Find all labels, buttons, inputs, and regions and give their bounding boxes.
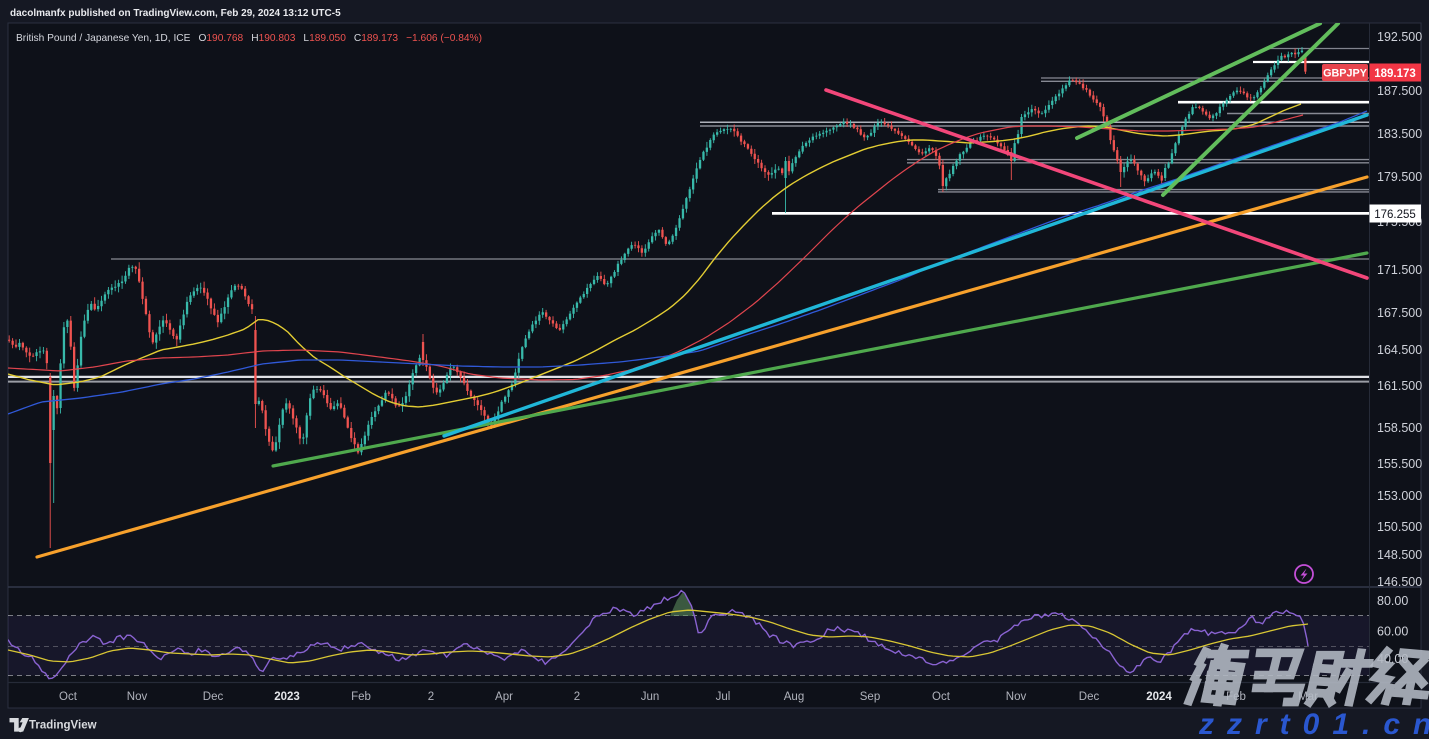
- svg-text:161.500: 161.500: [1377, 379, 1422, 393]
- svg-text:Aug: Aug: [784, 691, 804, 703]
- svg-text:GBPJPY: GBPJPY: [1323, 68, 1368, 80]
- svg-text:2023: 2023: [274, 691, 300, 703]
- svg-text:Apr: Apr: [495, 691, 513, 703]
- svg-text:148.500: 148.500: [1377, 548, 1422, 562]
- svg-text:2: 2: [428, 691, 434, 703]
- svg-text:179.500: 179.500: [1377, 170, 1422, 184]
- svg-text:150.500: 150.500: [1377, 520, 1422, 534]
- svg-text:187.500: 187.500: [1377, 84, 1422, 98]
- svg-text:Feb: Feb: [351, 691, 371, 703]
- svg-text:155.500: 155.500: [1377, 457, 1422, 471]
- svg-text:Oct: Oct: [59, 691, 78, 703]
- svg-text:158.500: 158.500: [1377, 421, 1422, 435]
- svg-text:171.500: 171.500: [1377, 263, 1422, 277]
- svg-text:Nov: Nov: [127, 691, 148, 703]
- svg-text:zzrt01.cn: zzrt01.cn: [1198, 708, 1429, 739]
- svg-text:Oct: Oct: [932, 691, 951, 703]
- svg-text:80.00: 80.00: [1377, 594, 1408, 608]
- svg-text:167.500: 167.500: [1377, 306, 1422, 320]
- svg-text:2: 2: [574, 691, 580, 703]
- svg-text:Sep: Sep: [860, 691, 880, 703]
- svg-text:Dec: Dec: [203, 691, 224, 703]
- svg-text:Nov: Nov: [1006, 691, 1027, 703]
- svg-text:Jul: Jul: [716, 691, 731, 703]
- svg-text:176.255: 176.255: [1374, 209, 1416, 221]
- svg-text:TradingView: TradingView: [29, 720, 97, 732]
- svg-text:dacolmanfx published on Tradin: dacolmanfx published on TradingView.com,…: [10, 8, 341, 19]
- svg-text:189.173: 189.173: [1374, 68, 1416, 80]
- svg-text:2024: 2024: [1146, 691, 1172, 703]
- svg-text:Jun: Jun: [641, 691, 660, 703]
- svg-text:146.500: 146.500: [1377, 575, 1422, 589]
- svg-text:164.500: 164.500: [1377, 343, 1422, 357]
- svg-text:153.000: 153.000: [1377, 489, 1422, 503]
- svg-text:Dec: Dec: [1079, 691, 1100, 703]
- svg-text:60.00: 60.00: [1377, 625, 1408, 639]
- svg-text:183.500: 183.500: [1377, 127, 1422, 141]
- svg-text:192.500: 192.500: [1377, 30, 1422, 44]
